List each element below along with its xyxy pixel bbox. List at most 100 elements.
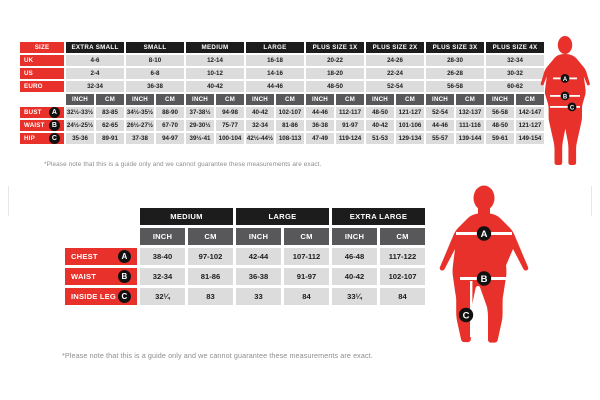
mens-unit-header-spacer bbox=[65, 228, 137, 245]
womens-uk-1: 8-10 bbox=[126, 55, 184, 66]
womens-corner-label: SIZE bbox=[20, 42, 64, 53]
mens-inside-leg-0: 32¼ bbox=[140, 288, 185, 305]
womens-euro-6: 56-58 bbox=[426, 81, 484, 92]
womens-hip-9: 119-124 bbox=[336, 133, 364, 144]
womens-size-col-4: PLUS SIZE 1X bbox=[306, 42, 364, 53]
womens-hip-11: 129-134 bbox=[396, 133, 424, 144]
womens-unit-cm-7: CM bbox=[516, 94, 544, 105]
womens-bust-7: 102-107 bbox=[276, 107, 304, 118]
mens-waist-4: 40-42 bbox=[332, 268, 377, 285]
mens-row-label-inside-leg: INSIDE LEG C bbox=[65, 288, 137, 305]
womens-euro-7: 60-62 bbox=[486, 81, 544, 92]
womens-row-label-uk: UK bbox=[20, 55, 64, 66]
womens-unit-inch-4: INCH bbox=[306, 94, 334, 105]
womens-hip-13: 139-144 bbox=[456, 133, 484, 144]
womens-uk-7: 32-34 bbox=[486, 55, 544, 66]
womens-waist-3: 67-70 bbox=[156, 120, 184, 131]
womens-bust-11: 121-127 bbox=[396, 107, 424, 118]
left-edge-rule bbox=[8, 186, 9, 216]
table-row-unit-header: INCH CM INCH CM INCH CM INCH CM INCH CM … bbox=[20, 94, 544, 105]
table-row-hip: HIP C 35-36 89-91 37-38 94-97 39½-41 100… bbox=[20, 133, 544, 144]
male-marker-a: A bbox=[476, 226, 492, 241]
table-row-bust: BUST A 32½-33½ 83-85 34½-35½ 88-90 37-38… bbox=[20, 107, 544, 118]
womens-waist-13: 111-116 bbox=[456, 120, 484, 131]
womens-bust-3: 88-90 bbox=[156, 107, 184, 118]
womens-row-label-us: US bbox=[20, 68, 64, 79]
womens-bust-1: 83-85 bbox=[96, 107, 124, 118]
table-row-size-header: MEDIUM LARGE EXTRA LARGE bbox=[65, 208, 425, 225]
marker-badge-c: C bbox=[49, 133, 60, 144]
womens-bust-4: 37-38½ bbox=[186, 107, 214, 118]
womens-unit-cm-4: CM bbox=[336, 94, 364, 105]
womens-hip-5: 100-104 bbox=[216, 133, 244, 144]
label-text: BUST bbox=[24, 109, 42, 116]
mens-waist-0: 32-34 bbox=[140, 268, 185, 285]
mens-chest-2: 42-44 bbox=[236, 248, 281, 265]
mens-unit-inch-0: INCH bbox=[140, 228, 185, 245]
inside-leg-measure-line bbox=[470, 281, 473, 337]
hip-measure-line bbox=[550, 106, 580, 108]
mens-inside-leg-2: 33 bbox=[236, 288, 281, 305]
table-row-waist: WAIST B 32-34 81-86 36-38 91-97 40-42 10… bbox=[65, 268, 425, 285]
mens-chest-5: 117-122 bbox=[380, 248, 425, 265]
mens-corner-spacer bbox=[65, 208, 137, 225]
womens-unit-inch-1: INCH bbox=[126, 94, 154, 105]
womens-waist-7: 81-86 bbox=[276, 120, 304, 131]
womens-hip-10: 51-53 bbox=[366, 133, 394, 144]
womens-hip-2: 37-38 bbox=[126, 133, 154, 144]
womens-euro-1: 36-38 bbox=[126, 81, 184, 92]
womens-unit-cm-3: CM bbox=[276, 94, 304, 105]
womens-uk-4: 20-22 bbox=[306, 55, 364, 66]
label-text: US bbox=[24, 70, 33, 77]
womens-uk-2: 12-14 bbox=[186, 55, 244, 66]
womens-size-table: SIZE EXTRA SMALL SMALL MEDIUM LARGE PLUS… bbox=[18, 40, 546, 146]
womens-unit-inch-0: INCH bbox=[66, 94, 94, 105]
mens-size-col-0: MEDIUM bbox=[140, 208, 233, 225]
womens-us-4: 18-20 bbox=[306, 68, 364, 79]
womens-waist-0: 24½-25½ bbox=[66, 120, 94, 131]
womens-unit-inch-5: INCH bbox=[366, 94, 394, 105]
womens-unit-inch-7: INCH bbox=[486, 94, 514, 105]
table-row-us: US 2-4 6-8 10-12 14-16 18-20 22-24 26-28… bbox=[20, 68, 544, 79]
marker-badge-b: B bbox=[118, 270, 131, 283]
mens-waist-5: 102-107 bbox=[380, 268, 425, 285]
mens-inside-leg-4: 33¼ bbox=[332, 288, 377, 305]
mens-size-col-1: LARGE bbox=[236, 208, 329, 225]
womens-bust-15: 142-147 bbox=[516, 107, 544, 118]
womens-waist-4: 29-30½ bbox=[186, 120, 214, 131]
mens-inside-leg-3: 84 bbox=[284, 288, 329, 305]
womens-euro-4: 48-50 bbox=[306, 81, 364, 92]
male-silhouette bbox=[439, 185, 529, 343]
womens-hip-8: 47-49 bbox=[306, 133, 334, 144]
womens-row-label-waist: WAIST B bbox=[20, 120, 64, 131]
marker-label-c: C bbox=[570, 106, 575, 112]
label-text: WAIST bbox=[24, 122, 45, 129]
marker-label-a: A bbox=[563, 77, 568, 83]
table-row-unit-header: INCH CM INCH CM INCH CM bbox=[65, 228, 425, 245]
mens-chest-0: 38-40 bbox=[140, 248, 185, 265]
womens-hip-7: 108-113 bbox=[276, 133, 304, 144]
right-edge-rule bbox=[591, 186, 592, 216]
mens-inside-leg-1: 83 bbox=[188, 288, 233, 305]
womens-waist-11: 101-106 bbox=[396, 120, 424, 131]
female-marker-b: B bbox=[560, 91, 570, 101]
womens-size-col-5: PLUS SIZE 2X bbox=[366, 42, 424, 53]
mens-unit-inch-2: INCH bbox=[332, 228, 377, 245]
womens-waist-15: 121-127 bbox=[516, 120, 544, 131]
marker-badge-a: A bbox=[49, 107, 60, 118]
mens-chest-3: 107-112 bbox=[284, 248, 329, 265]
marker-badge-a: A bbox=[118, 250, 131, 263]
mens-unit-cm-0: CM bbox=[188, 228, 233, 245]
mens-waist-3: 91-97 bbox=[284, 268, 329, 285]
male-body-diagram: A B C bbox=[439, 185, 529, 343]
womens-unit-cm-2: CM bbox=[216, 94, 244, 105]
male-marker-b: B bbox=[476, 271, 492, 286]
table-row-waist: WAIST B 24½-25½ 62-65 26½-27½ 67-70 29-3… bbox=[20, 120, 544, 131]
womens-hip-15: 149-154 bbox=[516, 133, 544, 144]
table-row-euro: EURO 32-34 36-38 40-42 44-46 48-50 52-54… bbox=[20, 81, 544, 92]
womens-waist-2: 26½-27½ bbox=[126, 120, 154, 131]
womens-unit-inch-2: INCH bbox=[186, 94, 214, 105]
womens-hip-3: 94-97 bbox=[156, 133, 184, 144]
marker-label-b: B bbox=[481, 274, 488, 285]
female-marker-a: A bbox=[560, 74, 570, 83]
